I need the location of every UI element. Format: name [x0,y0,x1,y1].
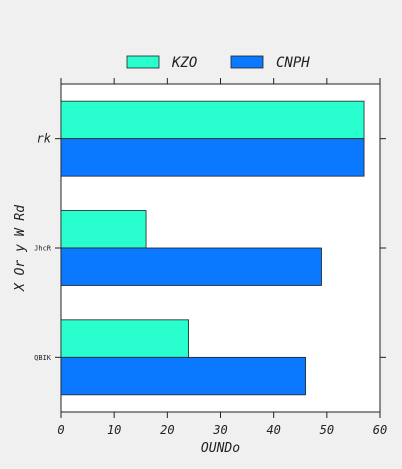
x-tick-label-0: 0 [57,423,64,437]
x-tick-label-10: 10 [107,423,121,437]
bar-cnph-qbik [60,356,306,396]
bar-cnph-rk [60,138,365,177]
legend-label-cnph: CNPH [276,55,310,71]
x-tick-label-40: 40 [266,423,280,437]
x-tick-label-60: 60 [373,423,387,437]
bar-kzo-jhcr [60,210,147,249]
legend-swatch-cnph [230,55,264,69]
y-tick-label-rk: rk [37,132,52,146]
x-axis-label: OUNDo [201,441,240,456]
x-tick-label-20: 20 [160,423,174,437]
y-tick-label-qbik: QBIK [34,354,52,362]
bar-kzo-rk [60,100,365,140]
bar-kzo-qbik [60,319,189,358]
x-tick-label-30: 30 [212,423,227,437]
x-ticks-group: 0 10 20 30 40 50 60 [57,78,387,437]
bars-group [60,100,365,396]
legend-label-kzo: KZO [171,55,197,71]
y-axis-label: X Or y W Rd [13,205,28,292]
legend: KZO CNPH [126,55,310,71]
bar-cnph-jhcr [60,247,322,286]
y-tick-label-jhcr: JhcR [34,245,52,253]
legend-swatch-kzo [126,55,160,69]
y-ticks-group: QBIK JhcR rk [34,132,386,362]
x-tick-label-50: 50 [320,423,334,437]
